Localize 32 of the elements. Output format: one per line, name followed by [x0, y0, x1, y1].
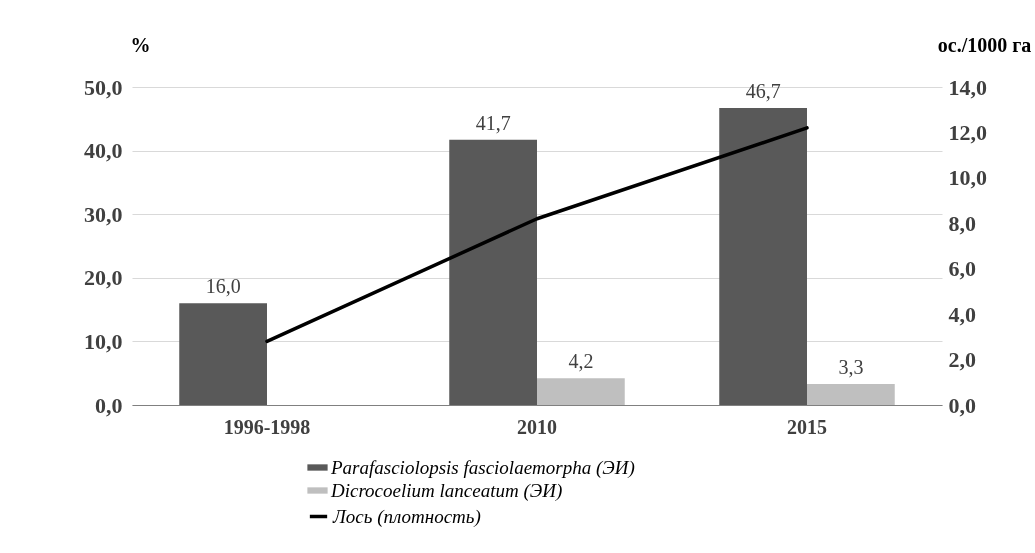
- y2-tick-label: 0,0: [948, 392, 976, 418]
- y-tick-label: 30,0: [84, 201, 123, 227]
- y2-tick-label: 2,0: [948, 347, 976, 373]
- y-tick-label: 0,0: [95, 392, 123, 418]
- legend-label: Parafasciolopsis fasciolaemorpha (ЭИ): [330, 456, 635, 479]
- bar: [537, 378, 625, 405]
- bar: [807, 384, 895, 405]
- y-tick-label: 50,0: [84, 74, 123, 100]
- y-tick-label: 20,0: [84, 265, 123, 291]
- y-tick-label: 10,0: [84, 328, 123, 354]
- bar: [179, 303, 267, 405]
- x-tick-label: 2015: [787, 415, 827, 438]
- data-label: 41,7: [475, 111, 511, 134]
- bar: [449, 139, 537, 405]
- data-label: 3,3: [838, 356, 864, 379]
- legend-label: Dicrocoelium lanceatum (ЭИ): [330, 479, 563, 502]
- y2-tick-label: 4,0: [948, 301, 976, 327]
- y2-tick-label: 10,0: [948, 165, 987, 191]
- data-label: 16,0: [205, 275, 241, 298]
- y-tick-label: 40,0: [84, 138, 123, 164]
- x-tick-label: 2010: [517, 415, 557, 438]
- y2-tick-label: 14,0: [948, 74, 987, 100]
- bar: [719, 107, 807, 405]
- data-label: 4,2: [568, 350, 594, 373]
- y2-tick-label: 12,0: [948, 119, 987, 145]
- y2-tick-label: 8,0: [948, 210, 976, 236]
- y-axis-title: %: [130, 33, 151, 56]
- data-label: 46,7: [745, 79, 781, 102]
- y2-axis-title: ос./1000 га: [937, 33, 1032, 56]
- y2-tick-label: 6,0: [948, 256, 976, 282]
- x-tick-label: 1996-1998: [223, 415, 311, 438]
- legend-label: Лось (плотность): [332, 505, 481, 528]
